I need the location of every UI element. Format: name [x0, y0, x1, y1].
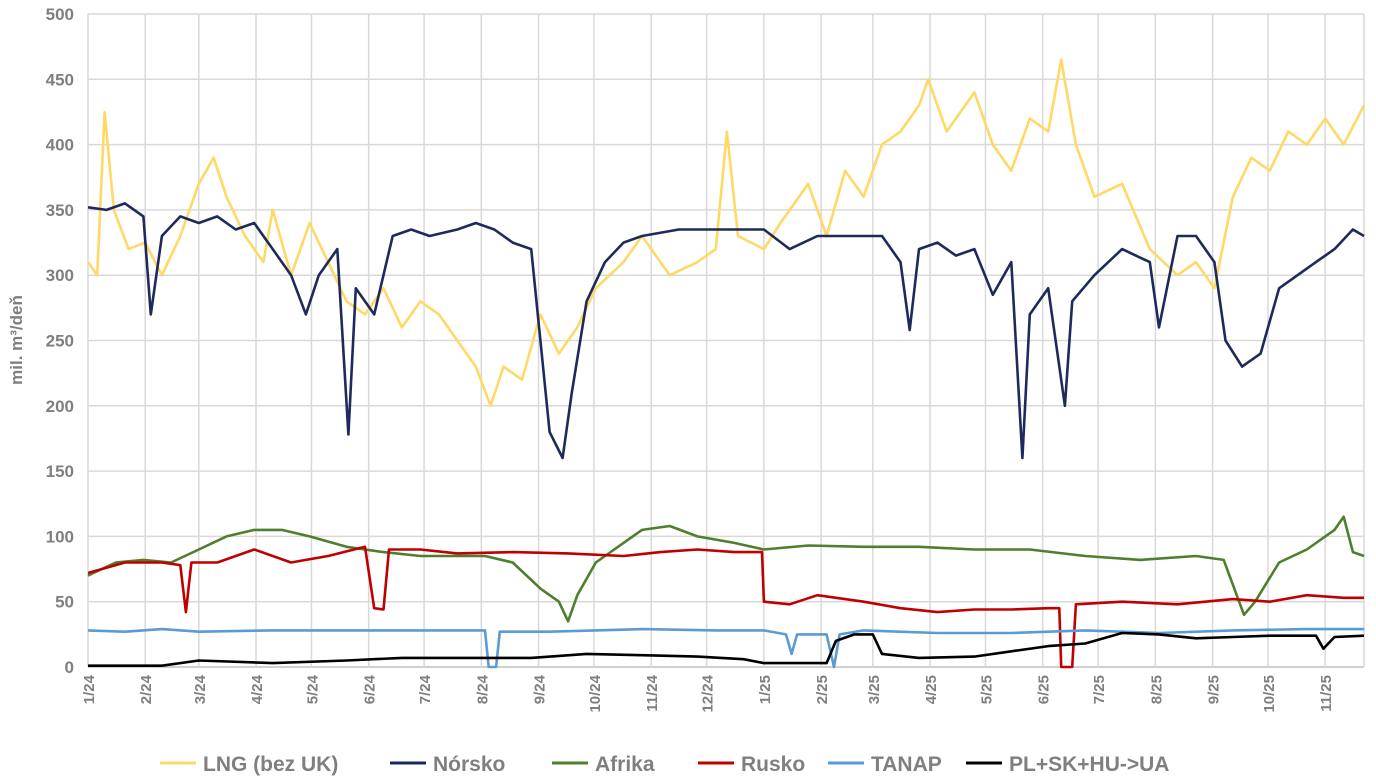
series-lines: [86, 58, 1366, 669]
x-tick-label: 6/25: [1036, 675, 1053, 704]
legend-label: Afrika: [595, 753, 655, 776]
x-tick-label: 6/24: [362, 674, 379, 704]
x-tick-label: 7/24: [417, 674, 434, 704]
legend-item: TANAP: [828, 753, 942, 776]
x-tick-label: 10/25: [1261, 675, 1278, 713]
legend-item: Afrika: [552, 753, 655, 776]
gridlines: [87, 13, 1365, 668]
legend-label: Nórsko: [433, 753, 505, 776]
x-tick-label: 4/24: [249, 674, 266, 704]
legend-item: Rusko: [698, 753, 805, 776]
x-tick-label: 9/24: [532, 674, 549, 704]
x-tick-label: 3/25: [866, 675, 883, 704]
x-axis-ticks: 1/24 2/24 3/24 4/24 5/24 6/24 7/24 8/24 9/24 10/2…: [81, 674, 1335, 712]
y-tick-label: 400: [46, 136, 74, 155]
y-tick-label: 450: [46, 70, 74, 89]
series-line-3: [87, 545, 1364, 669]
series-line-2: [87, 515, 1365, 623]
y-tick-label: 150: [46, 462, 74, 481]
legend-item: LNG (bez UK): [160, 753, 338, 776]
legend-item: Nórsko: [390, 753, 505, 776]
series-line-4: [87, 627, 1364, 669]
y-tick-label: 0: [65, 658, 74, 677]
legend-label: PL+SK+HU->UA: [1009, 753, 1169, 776]
y-axis-label: mil. m³/deň: [7, 295, 26, 385]
x-tick-label: 2/24: [138, 674, 155, 704]
legend-label: Rusko: [741, 753, 805, 776]
series-line-0: [86, 58, 1366, 408]
x-tick-label: 10/24: [587, 674, 604, 712]
legend-label: LNG (bez UK): [203, 753, 338, 776]
legend-label: TANAP: [871, 753, 942, 776]
x-tick-label: 8/24: [474, 674, 491, 704]
x-tick-label: 5/25: [978, 675, 995, 704]
series-line-5: [88, 631, 1365, 668]
x-tick-label: 1/25: [757, 675, 774, 704]
y-tick-label: 300: [46, 266, 74, 285]
x-tick-label: 4/25: [923, 675, 940, 704]
y-tick-label: 500: [46, 5, 74, 24]
y-tick-label: 200: [46, 397, 74, 416]
y-tick-label: 350: [46, 201, 74, 220]
y-tick-label: 250: [46, 332, 74, 351]
series-line-1: [87, 202, 1365, 460]
x-tick-label: 11/25: [1318, 675, 1335, 712]
x-tick-label: 8/25: [1148, 675, 1165, 704]
y-tick-label: 50: [55, 593, 74, 612]
x-tick-label: 3/24: [192, 674, 209, 704]
x-tick-label: 1/24: [81, 674, 98, 704]
y-axis-ticks: 0 50 100 150 200 250 300 350 400 450 500: [46, 5, 74, 677]
x-tick-label: 2/25: [814, 675, 831, 704]
x-tick-label: 5/24: [304, 674, 321, 704]
legend: LNG (bez UK) Nórsko Afrika Rusko TANAP PL+SK+…: [160, 753, 1169, 776]
x-tick-label: 12/24: [700, 674, 717, 712]
y-tick-label: 100: [46, 527, 74, 546]
legend-item: PL+SK+HU->UA: [966, 753, 1169, 776]
x-tick-label: 9/25: [1206, 675, 1223, 704]
x-tick-label: 11/24: [644, 674, 661, 711]
x-tick-label: 7/25: [1091, 675, 1108, 704]
